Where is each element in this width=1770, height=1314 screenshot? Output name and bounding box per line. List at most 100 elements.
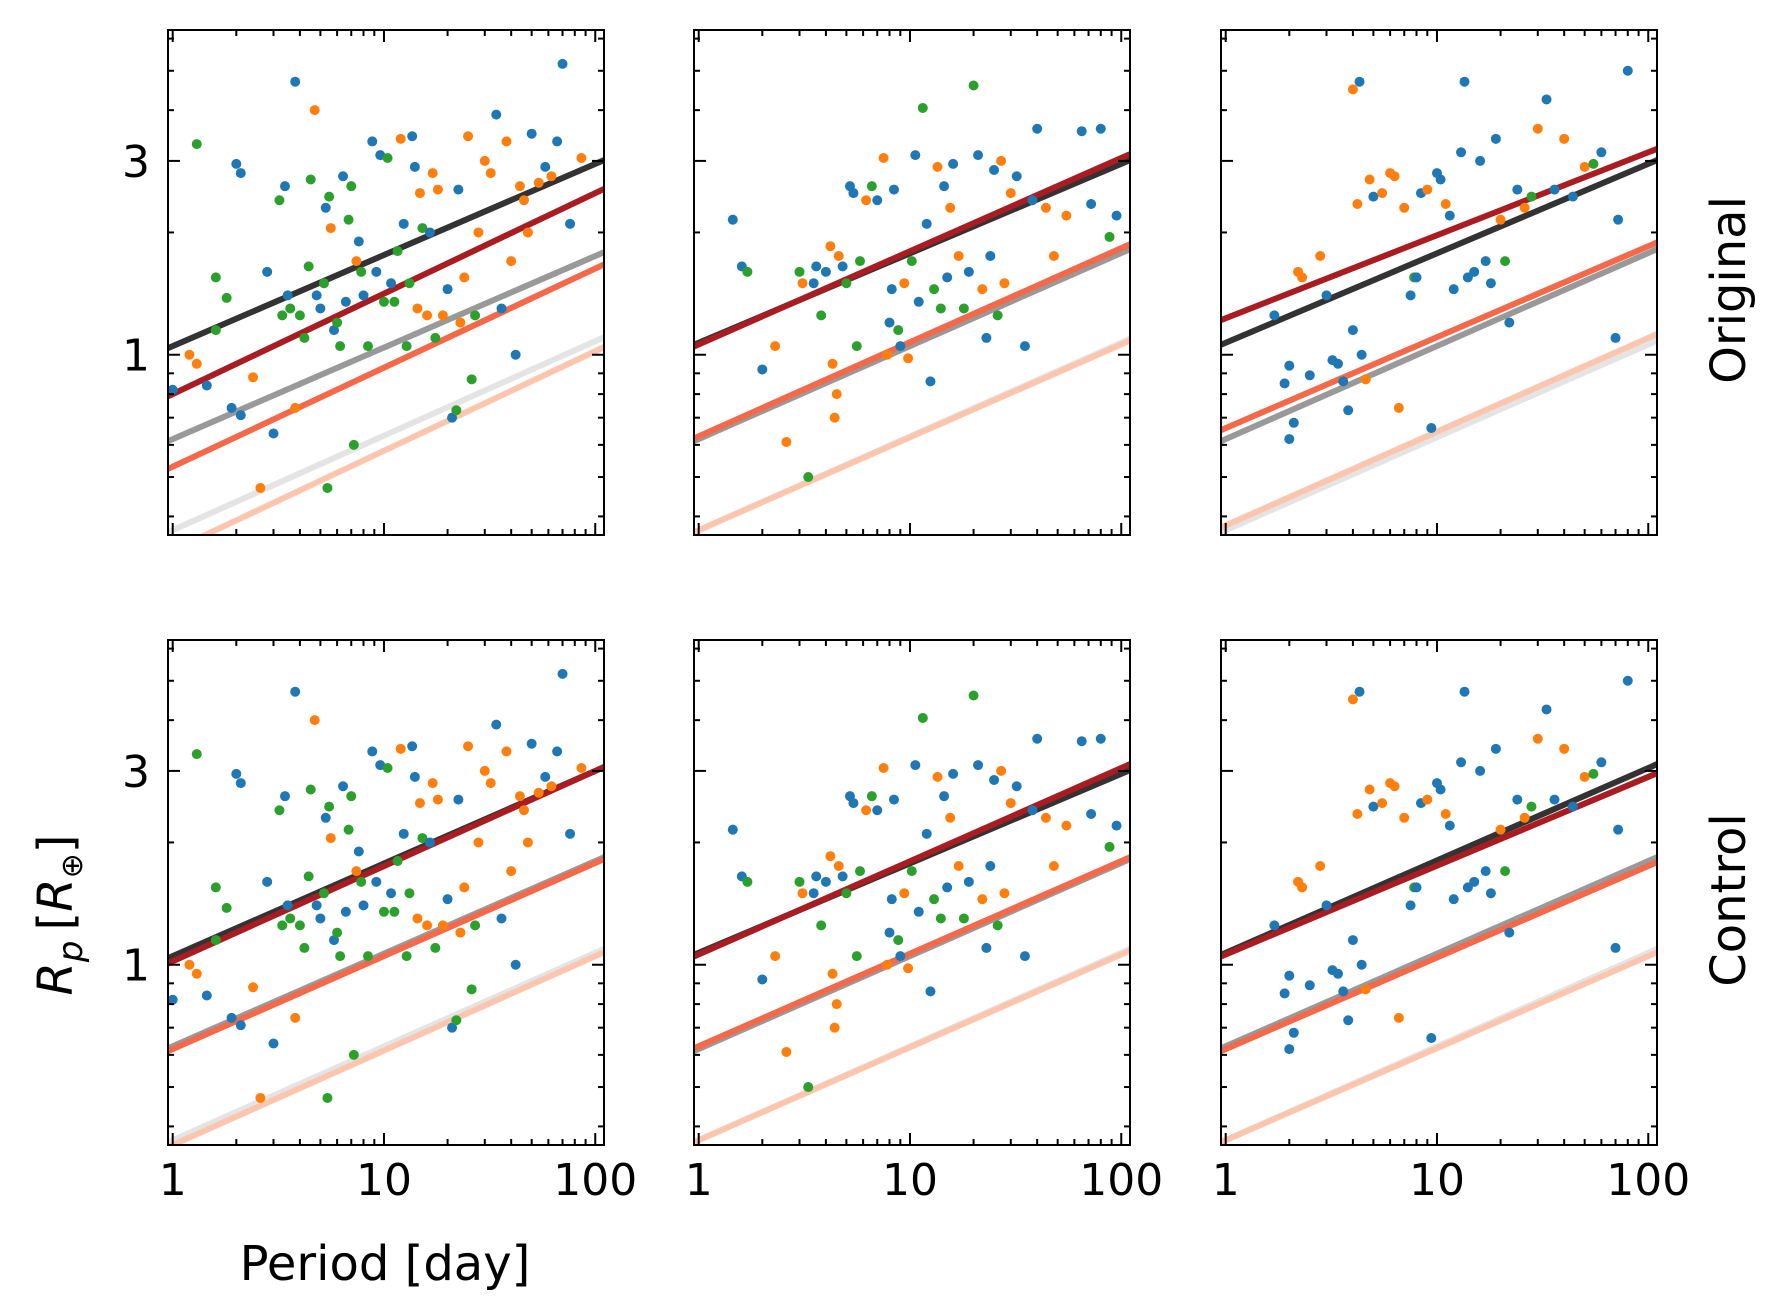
data-point-blue (552, 746, 563, 757)
model-line-dark (168, 157, 604, 352)
data-point-blue (1347, 935, 1358, 946)
data-point-blue (262, 266, 273, 277)
data-point-blue (1111, 210, 1122, 221)
panel-background (694, 30, 1130, 535)
data-point-blue (231, 768, 242, 779)
data-point-green (356, 266, 367, 277)
data-point-green (803, 1082, 814, 1093)
model-line-peach (198, 344, 604, 535)
data-point-blue (557, 668, 568, 679)
data-point-blue (496, 913, 507, 924)
panel-r0-c0: 13 (122, 29, 605, 536)
data-point-orange (903, 353, 914, 364)
data-point-green (841, 888, 852, 899)
data-point-orange (827, 968, 838, 979)
data-point-orange (833, 861, 844, 872)
data-point-blue (1456, 757, 1467, 768)
data-point-orange (1347, 694, 1358, 705)
data-point-orange (248, 982, 259, 993)
data-point-blue (1469, 266, 1480, 277)
data-point-green (401, 951, 412, 962)
data-point-blue (808, 888, 819, 899)
panel-ticks (694, 30, 1130, 535)
data-point-blue (1504, 927, 1515, 938)
data-point-green (1526, 191, 1537, 202)
data-point-orange (1360, 984, 1371, 995)
data-point-green (958, 913, 969, 924)
plot-area (694, 690, 1130, 1145)
panel-ticks (1221, 30, 1657, 535)
data-point-orange (455, 317, 466, 328)
data-point-green (305, 784, 316, 795)
panel-ticks (168, 30, 604, 535)
data-point-green (277, 920, 288, 931)
data-point-blue (921, 828, 932, 839)
data-point-blue (895, 341, 906, 352)
plot-area (168, 668, 604, 1145)
data-point-orange (432, 794, 443, 805)
data-point-orange (1422, 184, 1433, 195)
data-point-green (382, 152, 393, 163)
data-point-orange (882, 349, 893, 360)
data-point-blue (1343, 405, 1354, 416)
data-point-blue (552, 136, 563, 147)
data-point-blue (320, 202, 331, 213)
data-point-blue (1512, 794, 1523, 805)
data-point-blue (1284, 970, 1295, 981)
data-point-blue (235, 410, 246, 421)
data-point-orange (255, 1092, 266, 1103)
data-point-blue (981, 942, 992, 953)
data-point-blue (1459, 76, 1470, 87)
data-point-blue (1019, 951, 1030, 962)
data-point-orange (1519, 202, 1530, 213)
data-point-blue (526, 128, 537, 139)
data-point-blue (1011, 781, 1022, 792)
data-point-green (285, 913, 296, 924)
data-point-green (917, 102, 928, 113)
data-point-blue (1354, 686, 1365, 697)
model-line-peach (1221, 949, 1657, 1145)
data-point-orange (1040, 202, 1051, 213)
data-point-green (404, 278, 415, 289)
data-point-orange (1297, 882, 1308, 893)
data-point-blue (1567, 191, 1578, 202)
data-point-blue (1456, 147, 1467, 158)
data-point-blue (942, 882, 953, 893)
data-point-blue (1279, 378, 1290, 389)
data-point-blue (1426, 423, 1437, 434)
model-line-peach (694, 947, 1130, 1145)
data-point-green (324, 191, 335, 202)
data-point-orange (479, 155, 490, 166)
data-point-blue (1354, 76, 1365, 87)
data-point-orange (1393, 1012, 1404, 1023)
data-point-blue (981, 332, 992, 343)
data-point-blue (371, 266, 382, 277)
data-point-orange (833, 251, 844, 262)
data-point-orange (999, 888, 1010, 899)
data-point-green (451, 405, 462, 416)
data-point-blue (1459, 686, 1470, 697)
data-point-orange (827, 358, 838, 369)
data-point-blue (1448, 894, 1459, 905)
data-point-blue (837, 871, 848, 882)
data-point-green (210, 325, 221, 336)
data-point-blue (913, 906, 924, 917)
data-point-blue (201, 990, 212, 1001)
data-point-orange (351, 256, 362, 267)
data-point-blue (226, 1012, 237, 1023)
model-line-salmon (168, 856, 604, 1055)
data-point-orange (1061, 820, 1072, 831)
data-point-orange (473, 227, 484, 238)
data-point-blue (510, 349, 521, 360)
data-point-green (332, 317, 343, 328)
data-point-blue (268, 428, 279, 439)
data-point-blue (1338, 376, 1349, 387)
x-axis-label: Period [day] (240, 1236, 531, 1292)
data-point-orange (1393, 402, 1404, 413)
data-point-blue (921, 218, 932, 229)
data-point-green (803, 472, 814, 483)
data-point-green (277, 310, 288, 321)
data-point-green (382, 762, 393, 773)
data-point-blue (1435, 784, 1446, 795)
